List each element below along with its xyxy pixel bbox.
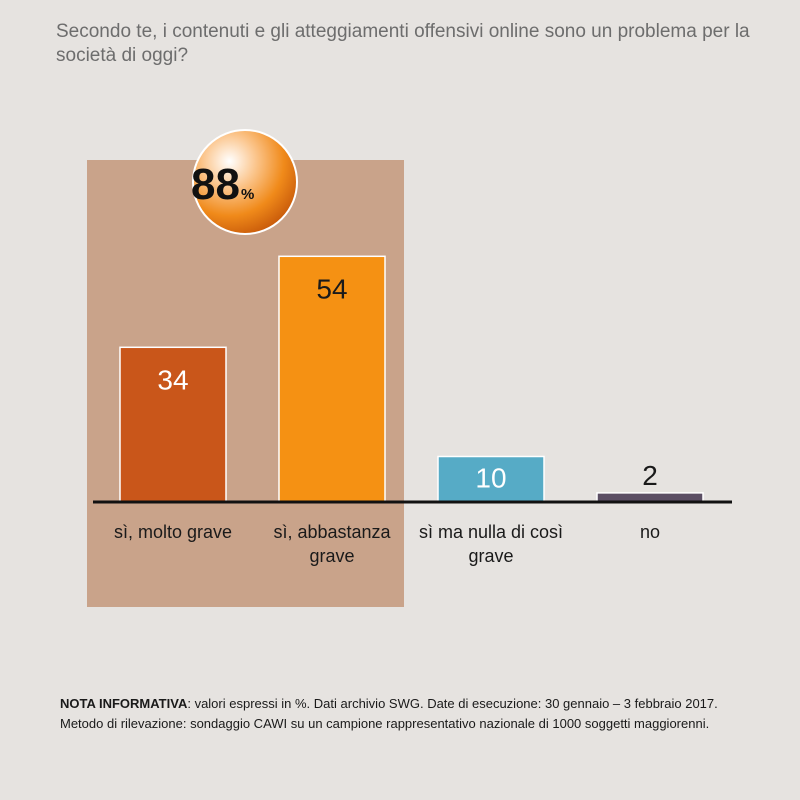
category-label-4-line-1: no	[640, 522, 660, 542]
bar-value-label-1: 34	[157, 364, 188, 395]
total-badge: 88 %	[191, 129, 298, 235]
footnote: NOTA INFORMATIVA: valori espressi in %. …	[60, 694, 780, 734]
bar-value-label-3: 10	[475, 463, 506, 494]
total-badge-unit: %	[241, 186, 254, 203]
bars-group: 34 54 10 2	[119, 255, 704, 503]
footnote-line-1: NOTA INFORMATIVA: valori espressi in %. …	[60, 694, 780, 714]
bar-1	[119, 346, 227, 503]
total-badge-circle	[192, 129, 298, 235]
bar-3	[437, 455, 545, 503]
bar-value-label-2: 54	[316, 273, 347, 304]
footnote-text-1: : valori espressi in %. Dati archivio SW…	[187, 696, 718, 711]
category-label-3: sì ma nulla di così grave	[419, 522, 563, 566]
bar-value-label-4: 2	[642, 460, 658, 491]
category-label-2: sì, abbastanza grave	[273, 522, 391, 566]
category-label-3-line-1: sì ma nulla di così	[419, 522, 563, 542]
chart-title: Secondo te, i contenuti e gli atteggiame…	[56, 21, 750, 66]
footnote-line-2: Metodo di rilevazione: sondaggio CAWI su…	[60, 716, 710, 731]
category-label-1: sì, molto grave	[114, 522, 232, 542]
category-label-2-line-1: sì, abbastanza	[273, 522, 391, 542]
bar-2	[278, 255, 386, 503]
footnote-label: NOTA INFORMATIVA	[60, 696, 188, 711]
total-badge-value: 88	[191, 160, 240, 209]
category-label-3-line-2: grave	[468, 546, 513, 566]
category-label-4: no	[640, 522, 660, 542]
category-label-1-line-1: sì, molto grave	[114, 522, 232, 542]
category-label-2-line-2: grave	[309, 546, 354, 566]
